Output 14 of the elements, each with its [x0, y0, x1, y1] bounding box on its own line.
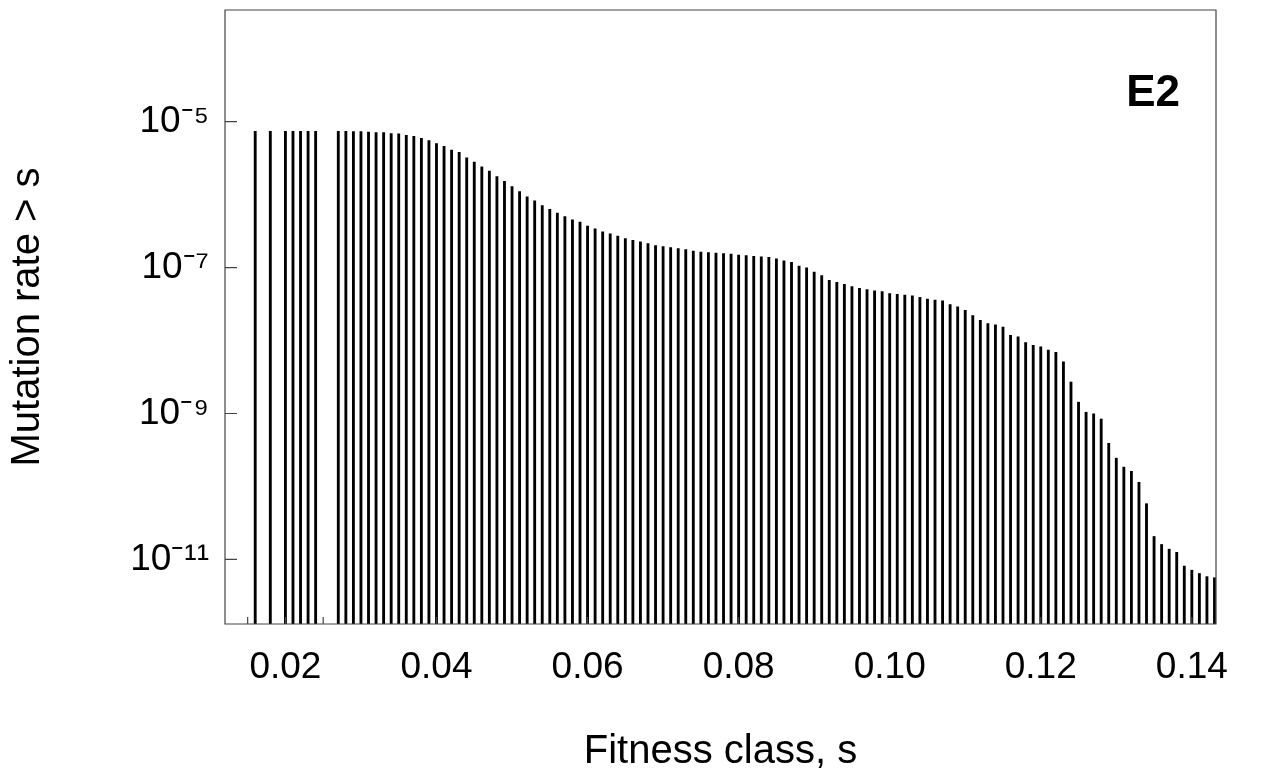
y-axis-title: Mutation rate > s — [3, 167, 48, 467]
x-tick-label: 0.02 — [249, 645, 322, 687]
x-tick-label: 0.08 — [702, 645, 775, 687]
x-tick-label: 0.14 — [1155, 645, 1228, 687]
x-tick-label: 0.06 — [551, 645, 624, 687]
y-tick-label: 10⁻⁷ — [141, 244, 209, 286]
x-axis-title: Fitness class, s — [583, 727, 858, 772]
y-tick-label: 10⁻⁵ — [139, 98, 209, 140]
y-tick-label: 10⁻⁹ — [139, 390, 209, 432]
annotation: E2 — [1126, 66, 1180, 116]
y-tick-label: 10⁻¹¹ — [130, 536, 209, 578]
x-tick-label: 0.10 — [853, 645, 926, 687]
x-tick-label: 0.04 — [400, 645, 473, 687]
x-tick-label: 0.12 — [1004, 645, 1077, 687]
